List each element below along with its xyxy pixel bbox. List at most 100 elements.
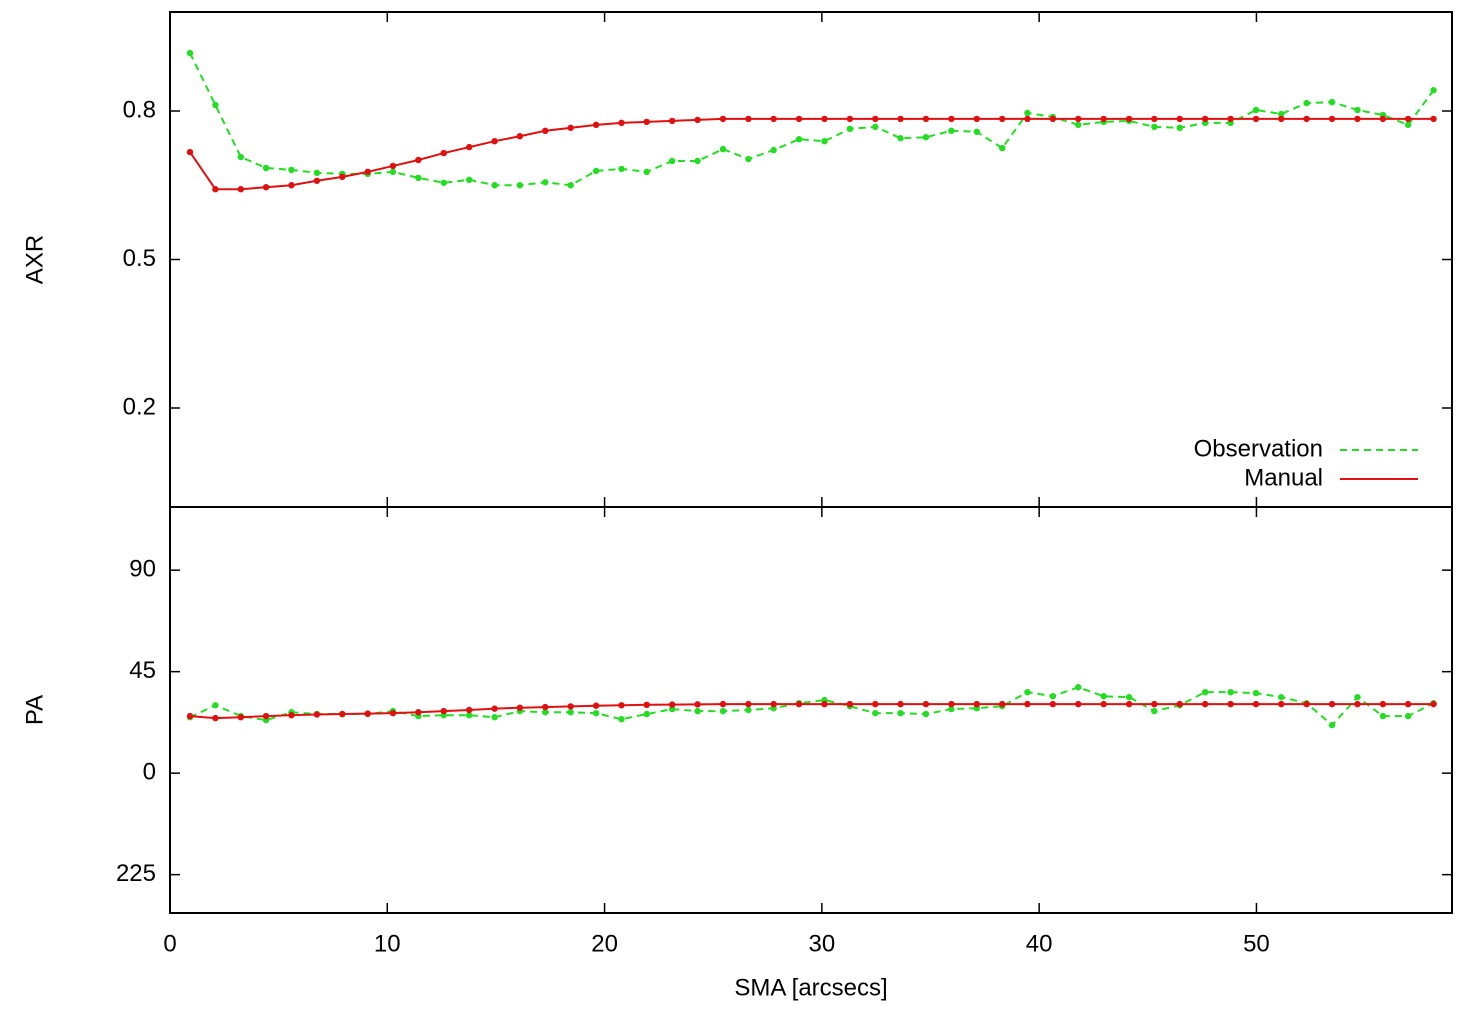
data-point — [440, 149, 447, 157]
data-point — [821, 115, 828, 123]
data-point — [1354, 115, 1361, 123]
data-point — [1227, 700, 1234, 708]
data-point — [1303, 700, 1310, 708]
data-point — [922, 700, 930, 708]
data-point — [1404, 121, 1412, 129]
data-point — [897, 135, 904, 142]
data-point — [1328, 721, 1336, 729]
data-point — [212, 101, 219, 109]
data-point — [872, 700, 879, 708]
data-point — [1354, 106, 1361, 114]
data-point — [186, 712, 194, 720]
data-point — [466, 143, 473, 151]
data-point — [872, 123, 879, 131]
data-point — [948, 127, 955, 134]
data-point — [1075, 684, 1082, 691]
data-point — [237, 714, 245, 721]
data-point — [821, 700, 828, 708]
data-point — [1201, 700, 1209, 708]
data-point — [491, 714, 498, 721]
data-point — [1379, 115, 1387, 123]
data-point — [973, 700, 980, 708]
data-point — [1252, 689, 1260, 697]
x-axis-label: SMA [arcsecs] — [734, 974, 887, 1001]
data-point — [795, 136, 803, 143]
data-point — [313, 177, 321, 184]
data-point — [491, 137, 498, 145]
data-point — [1252, 115, 1260, 123]
data-point — [618, 702, 625, 709]
y-tick-label: 45 — [129, 657, 156, 684]
data-point — [567, 703, 574, 710]
data-point — [389, 709, 397, 717]
data-point — [922, 710, 930, 718]
data-point — [389, 162, 397, 170]
x-tick-label: 50 — [1243, 930, 1270, 957]
data-point — [1075, 115, 1082, 123]
data-point — [1176, 115, 1183, 123]
data-point — [415, 174, 422, 182]
data-point — [1252, 106, 1260, 114]
data-point — [1328, 98, 1336, 106]
data-point — [1100, 115, 1107, 123]
data-point — [592, 121, 600, 129]
data-point — [973, 115, 980, 123]
data-point — [567, 124, 574, 132]
data-point — [668, 705, 676, 713]
data-point — [1278, 110, 1285, 118]
data-point — [948, 705, 955, 713]
data-point — [1227, 688, 1234, 696]
data-point — [1075, 700, 1082, 708]
data-point — [1278, 700, 1285, 708]
data-point — [491, 705, 498, 712]
data-point — [389, 168, 397, 176]
data-point — [745, 706, 752, 714]
data-point — [719, 707, 727, 715]
data-point — [795, 115, 803, 123]
data-point — [364, 710, 371, 717]
data-point — [668, 117, 676, 125]
series-line — [189, 703, 1434, 720]
data-point — [1303, 115, 1310, 123]
data-point — [1252, 700, 1260, 708]
data-point — [948, 700, 955, 708]
series-line — [189, 52, 1435, 187]
plot-frame — [169, 11, 1453, 508]
data-point — [1430, 87, 1437, 94]
y-tick-label: 0.2 — [123, 393, 156, 420]
data-point — [262, 164, 270, 172]
x-tick-label: 40 — [1026, 930, 1053, 957]
data-point — [821, 137, 828, 145]
x-tick-label: 30 — [809, 930, 836, 957]
data-point — [770, 700, 777, 708]
data-point — [694, 116, 701, 124]
data-point — [897, 709, 904, 717]
data-point — [643, 710, 650, 718]
data-point — [1151, 115, 1158, 123]
legend-label: Manual — [1244, 464, 1323, 491]
data-point — [592, 709, 600, 717]
data-point — [643, 118, 650, 126]
data-point — [516, 133, 524, 140]
y-tick-label: 0.5 — [123, 245, 156, 272]
data-point — [922, 134, 930, 141]
y-axis-label: PA — [21, 695, 48, 725]
data-point — [1024, 700, 1031, 708]
data-point — [1328, 700, 1336, 708]
data-point — [212, 702, 219, 709]
data-point — [719, 700, 727, 708]
data-point — [592, 702, 600, 709]
data-point — [745, 700, 752, 708]
data-point — [770, 115, 777, 123]
data-point — [440, 707, 447, 715]
data-point — [846, 115, 854, 123]
data-point — [846, 125, 854, 133]
data-point — [1354, 693, 1361, 701]
data-point — [212, 186, 219, 193]
data-point — [694, 157, 701, 165]
data-point — [1049, 700, 1057, 708]
data-point — [1379, 712, 1387, 720]
data-point — [313, 711, 321, 718]
